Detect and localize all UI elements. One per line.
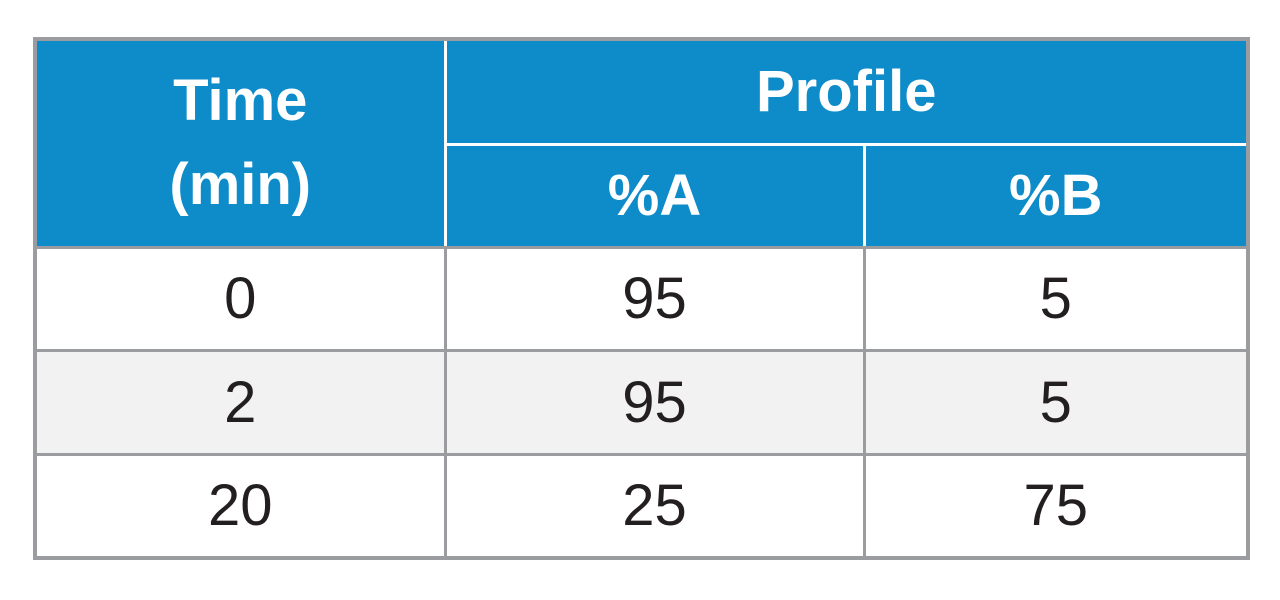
gradient-profile-table: Time (min) Profile %A %B 0 95 5 2 95 5 <box>33 37 1250 560</box>
cell-percent-a: 25 <box>443 452 866 560</box>
header-col-a: %A <box>443 142 866 249</box>
header-col-b: %B <box>862 142 1250 249</box>
table-row: 0 95 5 <box>33 245 1250 353</box>
header-profile: Profile <box>443 37 1250 146</box>
cell-time: 20 <box>33 452 447 560</box>
header-time-unit: (min) <box>169 152 312 218</box>
cell-time: 2 <box>33 349 447 456</box>
cell-percent-b: 5 <box>862 349 1250 456</box>
cell-percent-a: 95 <box>443 349 866 456</box>
cell-percent-b: 75 <box>862 452 1250 560</box>
header-time: Time (min) <box>33 37 447 249</box>
table-header: Time (min) Profile %A %B <box>33 37 1250 249</box>
cell-percent-a: 95 <box>443 245 866 353</box>
cell-percent-b: 5 <box>862 245 1250 353</box>
table-row: 20 25 75 <box>33 452 1250 560</box>
cell-time: 0 <box>33 245 447 353</box>
table-row: 2 95 5 <box>33 349 1250 456</box>
header-time-label: Time <box>173 68 308 134</box>
table-body: 0 95 5 2 95 5 20 25 75 <box>33 245 1250 560</box>
